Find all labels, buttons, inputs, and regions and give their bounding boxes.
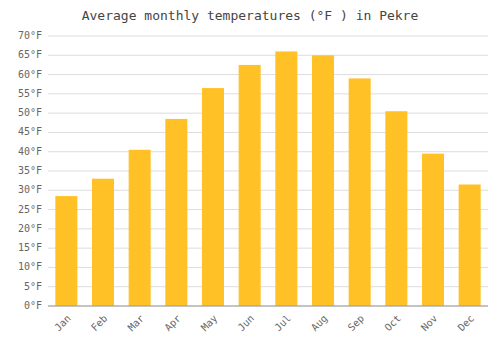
x-tick-label: Jan xyxy=(52,313,73,334)
y-tick-label: 5°F xyxy=(24,281,42,292)
y-tick-label: 15°F xyxy=(18,242,42,253)
y-tick-label: 0°F xyxy=(24,300,42,311)
bar xyxy=(165,119,187,306)
grid-line xyxy=(48,132,488,133)
x-tick-label: Apr xyxy=(162,313,183,334)
bar xyxy=(422,154,444,306)
x-tick-label: Jun xyxy=(236,313,257,334)
bar xyxy=(202,88,224,306)
grid-line xyxy=(48,55,488,56)
y-tick-label: 50°F xyxy=(18,107,42,118)
y-tick-label: 65°F xyxy=(18,49,42,60)
x-tick-label: Dec xyxy=(456,313,477,334)
grid-line xyxy=(48,306,488,307)
grid xyxy=(48,36,488,306)
bar xyxy=(55,196,77,306)
x-tick-label: May xyxy=(199,313,220,334)
x-axis-line xyxy=(48,306,488,307)
grid-line xyxy=(48,113,488,114)
x-tick-label: Nov xyxy=(419,313,440,334)
x-tick-label: Mar xyxy=(126,313,147,334)
y-tick-label: 25°F xyxy=(18,204,42,215)
y-tick-label: 20°F xyxy=(18,223,42,234)
title: Average monthly temperatures (°F ) in Pe… xyxy=(82,8,419,23)
bar xyxy=(459,185,481,307)
grid-line xyxy=(48,36,488,37)
bar xyxy=(239,65,261,306)
bar xyxy=(129,150,151,306)
y-tick-label: 55°F xyxy=(18,88,42,99)
bar xyxy=(385,111,407,306)
bar xyxy=(92,179,114,306)
bar xyxy=(275,51,297,306)
bars xyxy=(55,51,480,306)
y-axis: 0°F 5°F 10°F 15°F 20°F 25°F 30°F 35°F 40°F 45°F 50… xyxy=(18,30,42,311)
bar xyxy=(349,78,371,306)
x-tick-label: Feb xyxy=(89,313,110,334)
y-tick-label: 45°F xyxy=(18,126,42,137)
chart: Average monthly temperatures (°F ) in Pe… xyxy=(0,0,500,350)
x-axis: Jan Feb Mar Apr May Jun Jul Aug Sep Oct Nov Dec xyxy=(52,313,476,334)
y-tick-label: 35°F xyxy=(18,165,42,176)
y-tick-label: 30°F xyxy=(18,184,42,195)
grid-line xyxy=(48,151,488,152)
y-tick-label: 10°F xyxy=(18,261,42,272)
x-tick-label: Oct xyxy=(382,313,403,334)
bar xyxy=(312,55,334,306)
y-tick-label: 60°F xyxy=(18,69,42,80)
grid-line xyxy=(48,93,488,94)
x-tick-label: Sep xyxy=(346,313,367,334)
x-tick-label: Aug xyxy=(309,313,330,334)
x-tick-label: Jul xyxy=(272,313,293,334)
grid-line xyxy=(48,74,488,75)
y-tick-label: 70°F xyxy=(18,30,42,41)
y-tick-label: 40°F xyxy=(18,146,42,157)
